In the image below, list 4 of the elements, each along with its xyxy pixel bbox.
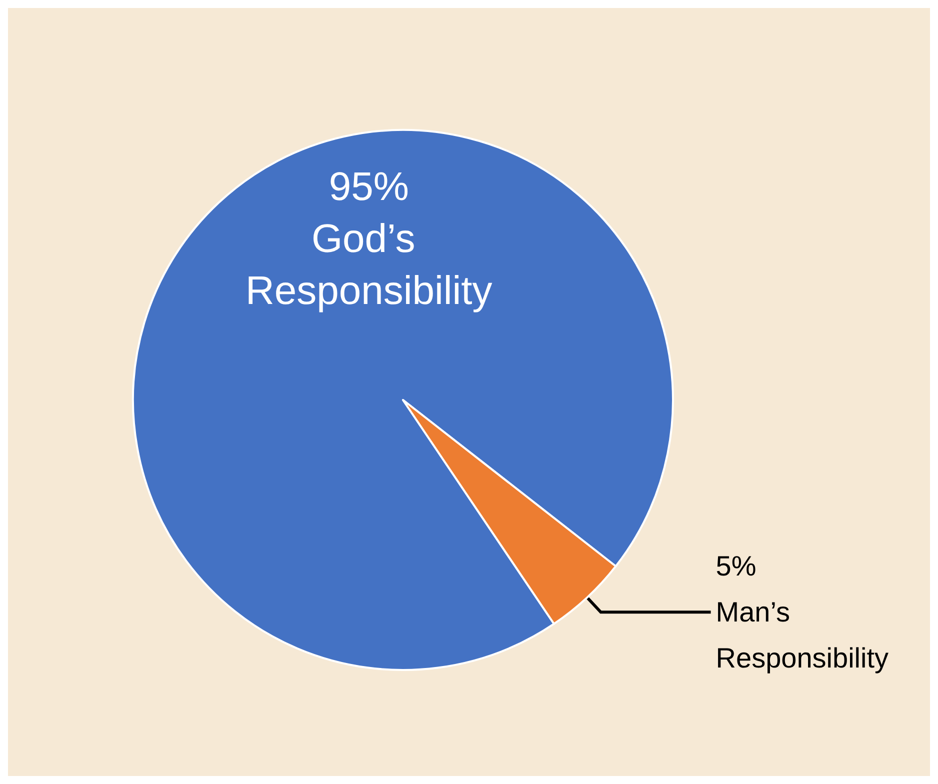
data-label: 95% <box>328 165 409 210</box>
slice-label: Man’s Responsibility <box>716 596 889 674</box>
data-label: 5% <box>716 550 756 582</box>
slice-label: God’s Responsibility <box>245 217 492 314</box>
